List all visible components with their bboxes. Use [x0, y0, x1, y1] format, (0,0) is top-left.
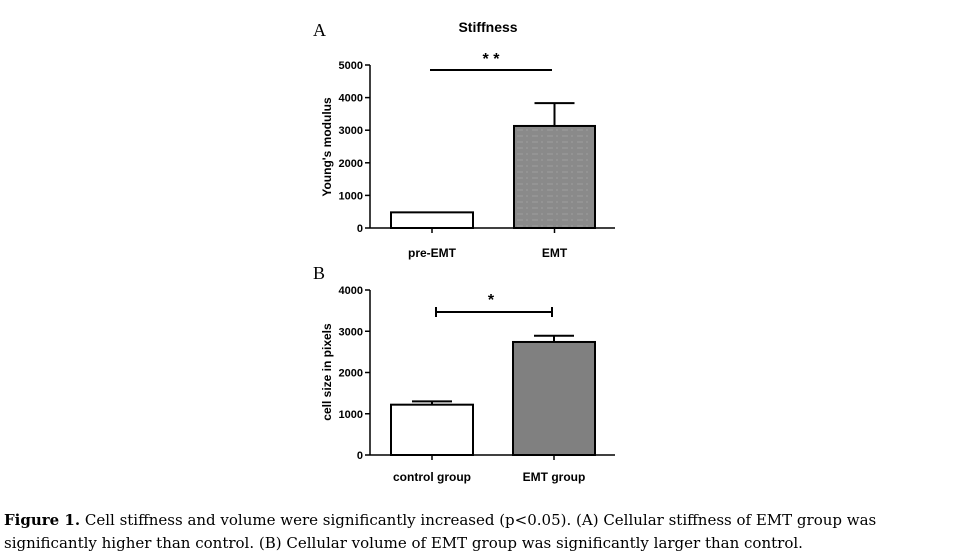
panel-b-ytick-label-0: 0	[357, 450, 363, 462]
panel-b-bar-0	[390, 403, 474, 456]
panel-a-significance: * *	[430, 51, 552, 71]
panel-a-ticks: 0 1000 2000 3000 4000 5000	[339, 60, 370, 235]
panel-b-ytick-label-4: 4000	[339, 285, 363, 297]
panel-b-bars	[390, 334, 596, 457]
panel-a-ytick-label-3: 3000	[339, 125, 363, 137]
panel-a: A Stiffness Young's modulus 0 1000 2000 300…	[313, 19, 615, 260]
panel-a-letter: A	[313, 20, 326, 40]
panel-b-categories: control group EMT group	[393, 470, 585, 484]
panel-b-category-label-0: control group	[393, 470, 471, 484]
panel-a-ytick-label-1: 1000	[339, 190, 363, 202]
panel-a-title: Stiffness	[458, 19, 517, 35]
panel-a-bar-0	[390, 211, 474, 230]
figure-caption: Figure 1. Cell stiffness and volume were…	[4, 509, 959, 555]
panel-a-category-label-0: pre-EMT	[408, 246, 457, 260]
panel-a-category-label-1: EMT	[542, 246, 568, 260]
panel-b-letter: B	[313, 263, 325, 283]
panel-b-ytick-label-3: 3000	[339, 326, 363, 338]
panel-b-ytick-label-1: 1000	[339, 409, 363, 421]
caption-label: Figure 1.	[4, 511, 81, 529]
panel-a-bars	[390, 102, 596, 230]
panel-b-ytick-label-2: 2000	[339, 368, 363, 380]
panel-a-categories: pre-EMT EMT	[408, 246, 568, 260]
panel-a-bar-1	[513, 124, 596, 229]
figure-canvas: A Stiffness Young's modulus 0 1000 2000 300…	[313, 19, 615, 484]
panel-a-ytick-label-2: 2000	[339, 158, 363, 170]
caption-text: Cell stiffness and volume were significa…	[4, 511, 877, 552]
panel-a-ylabel: Young's modulus	[320, 97, 334, 197]
panel-b-ticks: 0 1000 2000 3000 4000	[339, 285, 370, 462]
panel-a-ytick-label-0: 0	[357, 223, 363, 235]
panel-b-ylabel: cell size in pixels	[320, 323, 334, 421]
panel-b-bar-1	[512, 340, 596, 457]
panel-b-category-label-1: EMT group	[523, 470, 586, 484]
panel-a-ytick-label-4: 4000	[339, 93, 363, 105]
panel-a-ytick-label-5: 5000	[339, 60, 363, 72]
panel-b: B cell size in pixels 01000200030004000 …	[313, 263, 615, 484]
panel-a-significance-stars: * *	[483, 51, 501, 68]
panel-b-significance-star: *	[488, 292, 495, 309]
panel-b-significance: *	[435, 292, 553, 317]
